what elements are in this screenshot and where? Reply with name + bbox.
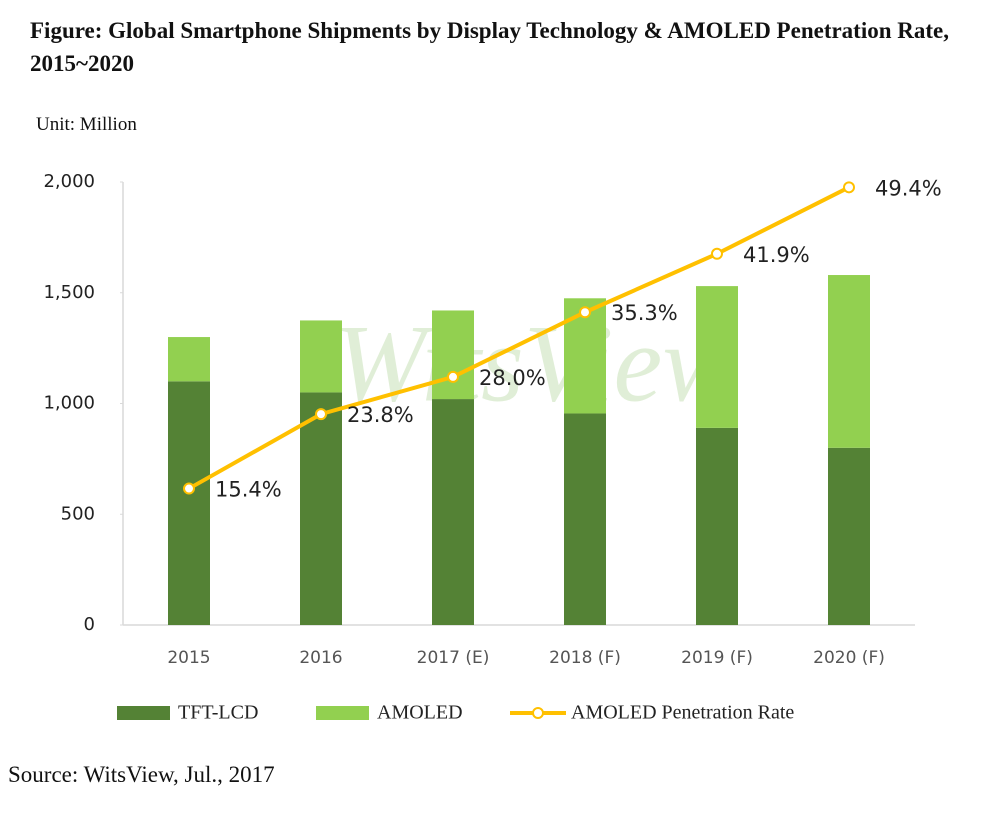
y-tick-label: 1,000 [43, 393, 95, 414]
legend-swatch [316, 706, 369, 720]
data-label: 28.0% [479, 366, 546, 390]
point [843, 181, 855, 194]
legend-label: AMOLED [377, 702, 463, 724]
line [188, 185, 850, 491]
source-note: Source: WitsView, Jul., 2017 [8, 762, 275, 787]
legend-marker [532, 707, 544, 719]
bar-segment [696, 427, 738, 625]
bar-segment [300, 320, 342, 393]
bar-segment [432, 310, 474, 400]
data-label: 41.9% [743, 243, 810, 267]
bar-segment [168, 381, 210, 625]
y-tick-label: 0 [84, 614, 95, 635]
bar-segment [432, 399, 474, 625]
x-tick-label: 2020 (F) [813, 648, 885, 668]
bar-segment [696, 286, 738, 428]
x-tick-label: 2017 (E) [417, 648, 490, 668]
point [711, 247, 723, 260]
legend-label: TFT-LCD [178, 702, 258, 724]
point [579, 306, 591, 319]
chart-title: Figure: Global Smartphone Shipments by D… [30, 18, 950, 76]
point [447, 370, 459, 383]
data-label: 35.3% [611, 301, 678, 325]
watermark: WitsView [334, 302, 735, 424]
y-tick-label: 2,000 [43, 171, 95, 192]
data-label: 15.4% [215, 478, 282, 502]
x-tick-label: 2018 (F) [549, 648, 621, 668]
y-tick-label: 500 [61, 503, 95, 524]
unit-label: Unit: Million [36, 114, 137, 135]
data-label: 49.4% [875, 176, 942, 200]
bar-segment [828, 447, 870, 625]
x-tick-label: 2015 [167, 648, 210, 668]
point [315, 408, 327, 421]
x-tick-label: 2019 (F) [681, 648, 753, 668]
bar-segment [300, 392, 342, 625]
x-tick-label: 2016 [299, 648, 342, 668]
legend-label: AMOLED Penetration Rate [571, 702, 794, 724]
legend-swatch [117, 706, 170, 720]
bar-segment [828, 275, 870, 448]
bar-segment [168, 337, 210, 382]
bar-segment [564, 413, 606, 625]
y-tick-label: 1,500 [43, 282, 95, 303]
data-label: 23.8% [347, 403, 414, 427]
point [183, 482, 195, 495]
